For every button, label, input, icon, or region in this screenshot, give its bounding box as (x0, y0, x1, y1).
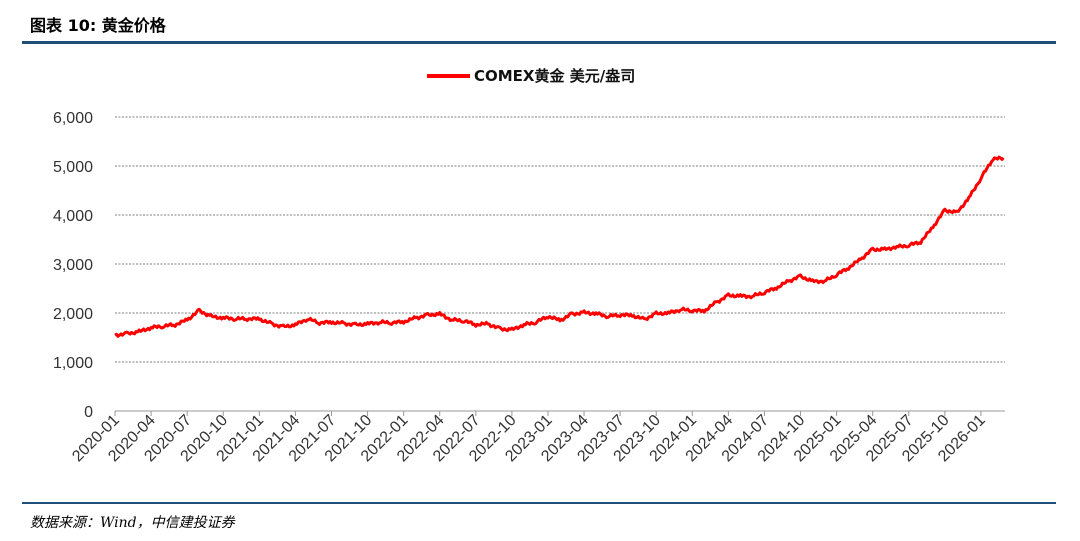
legend: COMEX黄金 美元/盎司 (427, 67, 635, 85)
legend-label: COMEX黄金 美元/盎司 (474, 67, 635, 85)
bottom-rule (22, 502, 1056, 504)
y-tick-label: 6,000 (53, 110, 93, 127)
y-tick-label: 1,000 (53, 355, 93, 372)
y-tick-label: 4,000 (53, 208, 93, 225)
y-tick-label: 5,000 (53, 159, 93, 176)
y-tick-label: 2,000 (53, 306, 93, 323)
y-tick-label: 0 (84, 404, 93, 421)
gold-price-chart: 0 1,000 2,000 3,000 4,000 5,000 6,000 2020-012… (53, 67, 1005, 465)
series-line-comex-gold (114, 155, 1005, 338)
gridlines (115, 116, 1005, 363)
source-note: 数据来源：Wind，中信建投证券 (30, 515, 235, 531)
y-tick-label: 3,000 (53, 257, 93, 274)
figure-title: 图表 10: 黄金价格 (30, 16, 166, 35)
y-axis: 0 1,000 2,000 3,000 4,000 5,000 6,000 (53, 110, 93, 421)
x-axis: 2020-012020-042020-072020-102021-012021-… (69, 410, 1005, 465)
top-rule (22, 41, 1056, 44)
